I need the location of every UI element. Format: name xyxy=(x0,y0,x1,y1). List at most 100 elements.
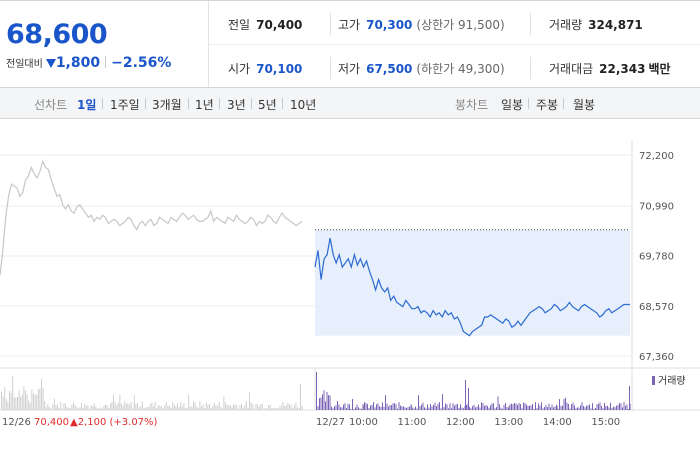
volume-bar xyxy=(326,392,328,410)
volume-bar xyxy=(325,401,326,410)
tab-1week[interactable]: 1주일 xyxy=(110,98,140,112)
volume-bar xyxy=(538,403,539,410)
volume-bar xyxy=(491,403,493,410)
volume-bar xyxy=(260,404,262,410)
volume-bar xyxy=(359,408,361,410)
volume-bar xyxy=(377,403,379,410)
volume-bar xyxy=(580,405,581,410)
volume-bar xyxy=(470,408,472,410)
volume-bar xyxy=(183,402,185,410)
volume-bar xyxy=(607,405,608,410)
volume-bar xyxy=(389,405,391,410)
volume-bar xyxy=(127,403,129,410)
volume-bar xyxy=(629,386,630,410)
divider xyxy=(209,44,700,45)
volume-bar xyxy=(386,403,388,410)
y-tick-label: 70,990 xyxy=(639,201,674,212)
volume-bar xyxy=(556,404,557,410)
y-tick-label: 68,570 xyxy=(639,302,674,313)
volume-bar xyxy=(141,401,143,410)
volume-bar xyxy=(481,402,482,410)
volume-bar xyxy=(376,404,377,410)
volume-bar xyxy=(616,405,617,410)
volume-bar xyxy=(295,402,297,410)
volume-bar xyxy=(57,404,58,410)
volume-bar xyxy=(572,402,574,410)
stat-high: 고가 70,300 (상한가 91,500) xyxy=(338,18,505,32)
change-percent: −2.56% xyxy=(111,55,172,71)
volume-bar xyxy=(479,407,481,410)
volume-bar xyxy=(434,402,436,410)
volume-bar xyxy=(221,408,223,410)
volume-bar xyxy=(177,403,178,410)
volume-bar xyxy=(562,405,563,410)
volume-bar xyxy=(329,395,331,410)
volume-bar xyxy=(26,394,28,410)
volume-bar xyxy=(362,404,364,410)
volume-bar xyxy=(108,408,110,410)
volume-bar xyxy=(28,400,30,410)
volume-bar xyxy=(301,405,303,410)
volume-bar xyxy=(367,404,368,410)
tab-monthly-candle[interactable]: 월봉 xyxy=(573,98,596,112)
volume-bar xyxy=(620,403,622,410)
volume-bar xyxy=(197,407,199,410)
volume-bar xyxy=(493,403,494,410)
volume-bar xyxy=(106,404,108,410)
volume-bar xyxy=(596,404,598,410)
volume-bar xyxy=(440,408,442,410)
volume-bar xyxy=(346,408,347,410)
x-tick-label: 11:00 xyxy=(398,417,427,428)
volume-bar xyxy=(515,403,517,410)
volume-bar xyxy=(433,405,434,410)
volume-bar xyxy=(628,409,629,410)
tab-3month[interactable]: 3개월 xyxy=(152,98,182,112)
volume-bar xyxy=(178,407,180,410)
divider xyxy=(251,98,252,109)
intraday-chart: 72,200 70,990 69,780 68,570 67,360 10:00 11:0… xyxy=(0,140,700,428)
today-label: 12/27 xyxy=(316,417,345,428)
volume-bar xyxy=(403,406,404,410)
volume-bar xyxy=(392,403,394,410)
volume-bar xyxy=(430,404,431,410)
volume-bar xyxy=(622,407,623,410)
volume-bar xyxy=(263,408,265,410)
volume-bar xyxy=(397,408,398,410)
volume-bar xyxy=(23,386,25,410)
series-line-today xyxy=(314,237,630,337)
volume-bar xyxy=(506,407,508,410)
volume-bar xyxy=(58,408,60,410)
volume-bar xyxy=(496,407,497,410)
volume-bar xyxy=(605,406,607,410)
volume-bar xyxy=(536,408,538,410)
volume-bar xyxy=(236,405,238,410)
volume-bar xyxy=(5,398,7,410)
volume-bar xyxy=(69,408,71,410)
volume-bar xyxy=(469,406,470,410)
volume-bar xyxy=(66,407,68,410)
tab-5year[interactable]: 5년 xyxy=(258,98,277,112)
volume-bar xyxy=(113,395,114,410)
volume-bar xyxy=(289,404,290,410)
tab-3year[interactable]: 3년 xyxy=(227,98,246,112)
volume-bar xyxy=(209,404,210,410)
volume-bar xyxy=(611,408,613,410)
tab-1day[interactable]: 1일 xyxy=(77,98,97,112)
volume-bar xyxy=(595,408,596,410)
volume-bar xyxy=(319,398,320,410)
volume-bar xyxy=(524,403,526,410)
volume-bar xyxy=(548,403,550,410)
volume-bar xyxy=(344,403,346,410)
volume-bar xyxy=(49,406,50,410)
volume-bar xyxy=(406,408,407,410)
divider xyxy=(563,98,564,109)
volume-bar xyxy=(180,401,182,410)
volume-bar xyxy=(539,405,541,410)
tab-10year[interactable]: 10년 xyxy=(290,98,317,112)
volume-bar xyxy=(2,396,4,410)
tab-daily-candle[interactable]: 일봉 xyxy=(501,98,524,112)
volume-bar xyxy=(545,405,547,410)
volume-bar xyxy=(419,406,421,410)
tab-1year[interactable]: 1년 xyxy=(195,98,214,112)
tab-weekly-candle[interactable]: 주봉 xyxy=(536,98,559,112)
